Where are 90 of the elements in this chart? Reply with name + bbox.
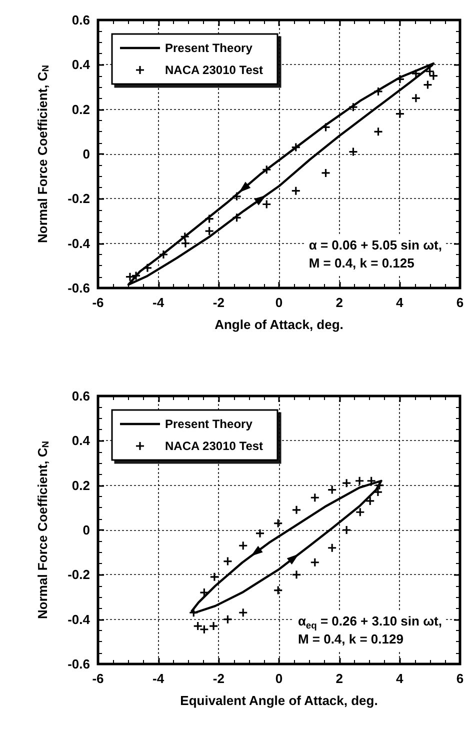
point [132, 272, 140, 280]
point [205, 227, 214, 236]
legend-label: Present Theory [165, 41, 253, 55]
point [143, 264, 152, 272]
point [310, 558, 319, 566]
y-tick-label: 0 [82, 146, 90, 162]
x-tick-label: 6 [456, 295, 464, 310]
y-tick-label: 0.2 [72, 478, 90, 493]
point [342, 526, 351, 534]
x-axis-title: Equivalent Angle of Attack, deg. [180, 693, 378, 708]
point [412, 70, 420, 78]
point [328, 486, 336, 494]
x-tick-label: 6 [456, 671, 464, 686]
y-tick-label: 0.4 [72, 57, 91, 72]
point [292, 143, 300, 152]
x-tick-label: 2 [336, 295, 343, 310]
point [424, 80, 432, 89]
legend-label: NACA 23010 Test [165, 439, 264, 453]
point [328, 544, 336, 552]
x-tick-label: 0 [275, 671, 283, 686]
y-tick-label: -0.2 [68, 191, 90, 206]
point [262, 200, 271, 208]
point [374, 128, 382, 136]
y-tick-label: 0 [82, 522, 90, 538]
y-axis-title: Normal Force Coefficient, CN [35, 440, 50, 619]
point [232, 192, 241, 200]
point [342, 479, 351, 488]
y-axis-title: Normal Force Coefficient, CN [35, 64, 50, 243]
y-tick-label: -0.2 [68, 567, 90, 582]
annotation: α = 0.06 + 5.05 sin ωt, M = 0.4, k = 0.125 [308, 238, 442, 270]
point [224, 615, 232, 624]
point [232, 214, 241, 222]
x-tick-label: -4 [152, 295, 165, 310]
x-tick-label: 2 [336, 671, 343, 686]
point [239, 608, 248, 617]
point [274, 586, 282, 594]
point [367, 476, 376, 485]
point [194, 622, 202, 630]
point [412, 94, 420, 102]
x-tick-label: 0 [275, 295, 283, 310]
point [256, 529, 264, 538]
x-tick-label: -2 [212, 295, 224, 310]
legend-label: Present Theory [165, 417, 253, 431]
x-tick-label: -6 [92, 671, 104, 686]
point [159, 250, 168, 258]
point [181, 239, 190, 248]
point [190, 608, 198, 617]
x-tick-label: 4 [396, 671, 404, 686]
x-axis-title: Angle of Attack, deg. [214, 317, 344, 332]
y-tick-label: 0.6 [72, 12, 90, 28]
x-tick-label: -6 [92, 295, 104, 310]
y-tick-label: 0.6 [72, 388, 90, 404]
point [224, 557, 232, 566]
x-tick-label: -4 [152, 671, 165, 686]
point [349, 148, 358, 156]
point [310, 494, 319, 502]
point [349, 103, 358, 112]
point [292, 186, 300, 195]
point [274, 519, 282, 528]
y-tick-label: -0.4 [68, 236, 91, 251]
point [210, 572, 218, 581]
x-tick-label: -2 [212, 671, 224, 686]
point [356, 508, 364, 516]
point [200, 625, 208, 634]
y-tick-label: -0.6 [68, 280, 90, 296]
point [239, 542, 248, 550]
point [426, 67, 434, 76]
legend-label: NACA 23010 Test [165, 63, 264, 77]
point [374, 488, 382, 496]
y-tick-label: -0.6 [68, 656, 90, 672]
point [262, 166, 271, 174]
point [292, 570, 300, 579]
y-tick-label: 0.4 [72, 433, 91, 448]
point [292, 506, 300, 514]
point [322, 168, 330, 177]
point [180, 232, 189, 241]
y-tick-label: -0.4 [68, 612, 91, 627]
y-tick-label: 0.2 [72, 102, 90, 117]
point [205, 214, 214, 223]
point [396, 75, 404, 84]
point [429, 72, 438, 80]
point [126, 272, 134, 281]
x-tick-label: 4 [396, 295, 404, 310]
point [200, 588, 208, 597]
point [374, 87, 382, 96]
point [210, 622, 218, 630]
point [322, 123, 330, 132]
point [396, 110, 404, 118]
point [366, 496, 374, 505]
point [356, 476, 364, 485]
